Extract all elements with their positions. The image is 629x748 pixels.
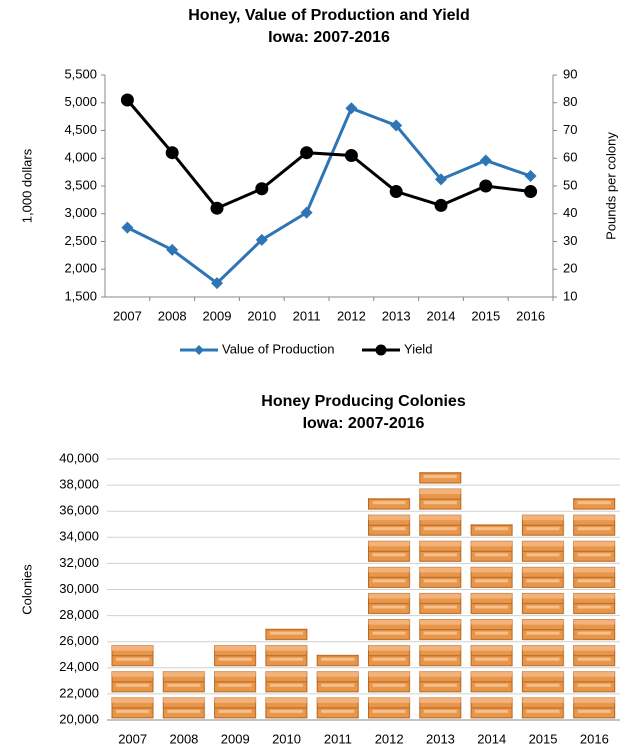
x-tick-label: 2015 — [471, 308, 500, 323]
y-tick-label: 3,500 — [64, 177, 97, 192]
marker — [121, 221, 134, 234]
x-tick-label: 2010 — [272, 731, 301, 746]
y2-tick-label: 20 — [563, 261, 577, 276]
y-tick-label: 24,000 — [59, 659, 99, 674]
marker — [345, 102, 358, 115]
y-tick-label: 28,000 — [59, 607, 99, 622]
y-tick-label: 2,000 — [64, 261, 97, 276]
y2-tick-label: 80 — [563, 94, 577, 109]
marker — [300, 146, 314, 160]
y-tick-label: 2,500 — [64, 233, 97, 248]
marker — [479, 154, 492, 167]
x-tick-label: 2009 — [203, 308, 232, 323]
x-tick-label: 2012 — [337, 308, 366, 323]
y-tick-label: 4,500 — [64, 122, 97, 137]
x-tick-label: 2007 — [118, 731, 147, 746]
y2-tick-label: 30 — [563, 233, 577, 248]
marker — [255, 182, 269, 196]
y-tick-label: 26,000 — [59, 633, 99, 648]
y2-tick-label: 10 — [563, 288, 577, 303]
bar — [209, 641, 261, 720]
x-tick-label: 2011 — [293, 308, 321, 323]
chart-subtitle: Iowa: 2007-2016 — [268, 29, 390, 46]
marker — [524, 170, 537, 183]
bar — [466, 524, 518, 720]
y-tick-label: 5,500 — [64, 66, 97, 81]
x-tick-label: 2009 — [221, 731, 250, 746]
chart-subtitle: Iowa: 2007-2016 — [303, 415, 425, 432]
y-tick-label: 1,500 — [64, 288, 97, 303]
bar — [363, 498, 415, 720]
x-tick-label: 2008 — [169, 731, 198, 746]
y-tick-label: 3,000 — [64, 205, 97, 220]
bar — [568, 498, 620, 720]
bar — [312, 654, 364, 720]
y-axis-label: Colonies — [19, 564, 34, 615]
chart-title: Honey Producing Colonies — [261, 393, 466, 410]
marker — [479, 179, 493, 193]
bar — [517, 511, 569, 720]
y-tick-label: 40,000 — [59, 450, 99, 465]
legend-label: Value of Production — [222, 341, 335, 356]
x-tick-label: 2008 — [158, 308, 187, 323]
marker — [300, 206, 313, 219]
x-tick-label: 2012 — [375, 731, 404, 746]
legend-marker — [194, 345, 204, 355]
x-tick-label: 2015 — [529, 731, 558, 746]
x-tick-label: 2014 — [477, 731, 506, 746]
x-tick-label: 2013 — [382, 308, 411, 323]
marker — [120, 93, 134, 107]
marker — [210, 201, 224, 215]
marker — [211, 277, 223, 290]
marker — [434, 198, 448, 212]
x-tick-label: 2007 — [113, 308, 142, 323]
y-tick-label: 22,000 — [59, 685, 99, 700]
x-tick-label: 2011 — [324, 731, 352, 746]
y-tick-label: 36,000 — [59, 503, 99, 518]
marker — [165, 146, 179, 160]
bar — [414, 472, 467, 720]
x-tick-label: 2013 — [426, 731, 455, 746]
marker — [390, 119, 403, 132]
y-tick-label: 5,000 — [64, 94, 97, 109]
y2-tick-label: 60 — [563, 150, 577, 165]
legend-marker — [375, 344, 387, 356]
marker — [435, 173, 447, 186]
y2-tick-label: 50 — [563, 177, 577, 192]
y2-tick-label: 70 — [563, 122, 577, 137]
x-tick-label: 2016 — [580, 731, 609, 746]
bar — [107, 641, 159, 720]
y-tick-label: 32,000 — [59, 555, 99, 570]
y-tick-label: 4,000 — [64, 150, 97, 165]
x-tick-label: 2014 — [427, 308, 456, 323]
chart-title: Honey, Value of Production and Yield — [188, 7, 470, 24]
line — [126, 99, 531, 211]
legend-label: Yield — [404, 341, 432, 356]
y-tick-label: 20,000 — [59, 711, 99, 726]
x-tick-label: 2010 — [247, 308, 276, 323]
marker — [524, 185, 538, 199]
y2-tick-label: 40 — [563, 205, 577, 220]
line — [126, 106, 532, 286]
y-axis-label: 1,000 dollars — [19, 148, 34, 223]
bar — [158, 667, 210, 720]
y-tick-label: 34,000 — [59, 529, 99, 544]
bar — [260, 628, 313, 720]
x-tick-label: 2016 — [516, 308, 545, 323]
marker — [389, 185, 403, 199]
marker — [255, 233, 268, 246]
y2-tick-label: 90 — [563, 66, 577, 81]
y-tick-label: 38,000 — [59, 477, 99, 492]
marker — [344, 148, 358, 162]
y2-axis-label: Pounds per colony — [603, 132, 618, 240]
marker — [166, 243, 179, 256]
y-tick-label: 30,000 — [59, 581, 99, 596]
